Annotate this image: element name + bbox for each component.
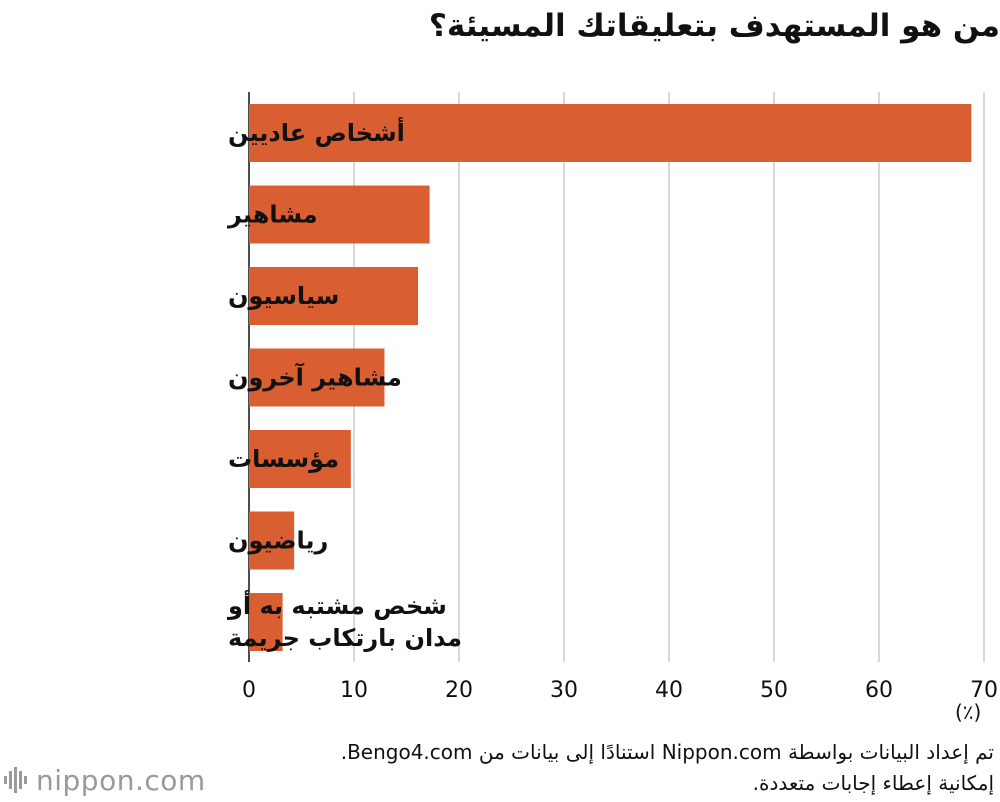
bar-chart: أشخاص عاديين مشاهير سياسيون مشاهير آخرون مؤس… [227,92,998,703]
bar [249,348,385,407]
bar [249,511,295,570]
bar [249,104,972,162]
bar [249,267,419,325]
x-tick-label: 60 [865,678,893,703]
category-label-line: مشاهير [227,201,318,229]
category-label-line: أشخاص عاديين [228,117,405,147]
nippon-signal-icon [4,767,27,793]
category-label: مشاهير [227,201,318,229]
footer-notes: تم إعداد البيانات بواسطة Nippon.com استن… [214,737,994,799]
logo-text: nippon.com [36,763,206,797]
category-label-line: شخص مشتبه به أو [227,590,447,620]
category-label: مشاهير آخرون [228,363,402,392]
x-tick-label: 20 [445,678,473,703]
category-label: أشخاص عاديين [228,117,405,147]
chart-title: من هو المستهدف بتعليقاتك المسيئة؟ [428,8,1000,44]
bar [249,593,283,651]
category-label: رياضيون [228,527,328,555]
x-tick-label: 0 [242,678,256,703]
nippon-logo: nippon.com [4,762,206,798]
x-tick-label: 30 [550,678,578,703]
category-labels: أشخاص عاديين مشاهير سياسيون مشاهير آخرون مؤس… [227,117,462,652]
category-label-line: مؤسسات [228,445,339,473]
category-label-line: مدان بارتكاب جريمة [228,624,462,652]
bars [249,104,972,651]
x-tick-label: 50 [760,678,788,703]
source-note: تم إعداد البيانات بواسطة Nippon.com استن… [340,740,994,764]
x-tick-label: 10 [340,678,368,703]
category-label: سياسيون [228,282,339,310]
x-tick-label: 40 [655,678,683,703]
category-label-line: رياضيون [228,527,328,555]
category-label: شخص مشتبه به أو مدان بارتكاب جريمة [227,590,462,652]
bar [249,185,430,244]
bar [249,430,351,488]
unit-label: (٪) [955,700,982,724]
category-label: مؤسسات [228,445,339,473]
multiple-answers-note: إمكانية إعطاء إجابات متعددة. [752,771,994,795]
x-tick-labels: 0 10 20 30 40 50 60 70 [242,678,998,703]
category-label-line: مشاهير آخرون [228,363,402,392]
category-label-line: سياسيون [228,282,339,310]
x-tick-label: 70 [970,678,998,703]
